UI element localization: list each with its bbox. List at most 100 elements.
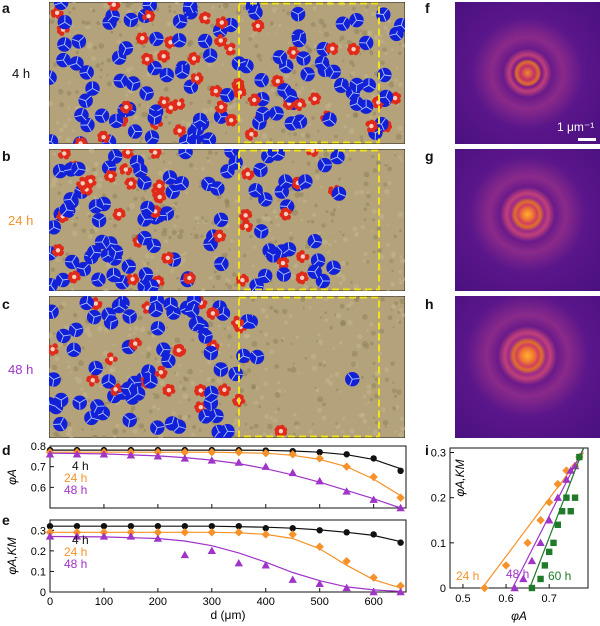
data-point (153, 452, 163, 460)
particles (49, 296, 360, 438)
x-axis-label: d (μm) (211, 608, 246, 622)
blue-particle (79, 65, 94, 80)
red-particle (325, 42, 339, 56)
series-markers (46, 522, 404, 546)
data-point (288, 575, 297, 583)
data-point (261, 561, 270, 569)
red-particle (247, 93, 261, 107)
blue-particle (79, 296, 94, 311)
blue-particle (66, 342, 81, 357)
x-tick-label: 600 (364, 596, 382, 608)
y-tick-label: 0.1 (31, 566, 46, 578)
data-point (343, 529, 350, 536)
fourier-panel-h (455, 296, 600, 438)
y-tick-label: 0.2 (431, 493, 446, 505)
particles (49, 2, 405, 144)
red-particle (157, 49, 171, 63)
series-markers (45, 450, 405, 512)
fit-line (481, 452, 585, 589)
data-point (553, 479, 563, 489)
chart-e: 0 0.1 0.2 0.3 0 100 200 300 400 500 600 φA,KM d (μm)… (5, 519, 407, 622)
y-tick-label: 0.3 (31, 525, 46, 537)
data-point (342, 487, 351, 495)
data-point (72, 450, 82, 458)
fourier-panel-f (455, 2, 600, 144)
red-particle (173, 124, 186, 138)
data-point (208, 522, 216, 530)
fit-line (529, 447, 585, 589)
data-point (289, 525, 296, 532)
red-particle (74, 137, 88, 144)
panel-label-i: i (425, 442, 429, 458)
blue-particle (394, 18, 405, 33)
blue-particle (183, 2, 198, 14)
blue-particle (143, 374, 158, 389)
x-tick-label: 0.7 (542, 593, 557, 605)
blue-particle (326, 64, 341, 79)
blue-particle (72, 395, 87, 410)
chart-i: 0 0.1 0.2 0.3 0.5 0.6 0.7 φA,KM φA 24 h 48 h 60 h (431, 447, 589, 623)
blue-particle (94, 234, 110, 250)
blue-particle (55, 272, 71, 288)
data-point (571, 494, 579, 501)
data-point (100, 522, 108, 530)
x-tick-label: 100 (95, 596, 113, 608)
red-particle (198, 11, 211, 25)
blue-particle (201, 132, 217, 144)
blue-particle (137, 212, 152, 227)
blue-particle (49, 220, 61, 235)
blue-particle (163, 297, 178, 312)
red-particle (51, 243, 64, 257)
red-particle (244, 127, 258, 141)
blue-particle (349, 13, 364, 28)
data-point (544, 497, 554, 507)
data-point (46, 522, 54, 530)
red-particle (194, 383, 207, 397)
panel-label-g: g (425, 148, 434, 164)
blue-particle (159, 67, 174, 83)
y-axis-label: φA,KM (453, 459, 467, 496)
x-tick-label: 200 (149, 596, 167, 608)
red-particle (236, 273, 249, 287)
blue-particle (122, 309, 137, 324)
data-point (288, 468, 297, 477)
blue-particle (277, 83, 292, 98)
data-point (554, 521, 562, 528)
blue-particle (138, 267, 154, 282)
blue-particle (123, 12, 139, 28)
time-label-24h: 24 h (8, 213, 34, 228)
blue-particle (148, 302, 163, 318)
blue-particle (315, 273, 331, 289)
blue-particle (317, 157, 332, 173)
data-point (99, 450, 109, 458)
red-particle (190, 72, 204, 85)
data-point (567, 508, 574, 515)
panel-label-d: d (2, 442, 11, 458)
red-particle (187, 51, 201, 66)
red-particle (182, 271, 196, 285)
blue-particle (377, 67, 392, 83)
data-point (480, 583, 489, 593)
x-tick-label: 0.5 (455, 593, 470, 605)
x-tick-label: 500 (311, 596, 329, 608)
x-tick-label: 300 (203, 596, 221, 608)
legend-entry: 48 h (64, 483, 87, 497)
data-point (181, 522, 189, 530)
blue-particle (150, 420, 165, 435)
plot-frame (449, 447, 589, 589)
panel-label-a: a (2, 0, 10, 16)
x-tick-label: 0.6 (498, 593, 513, 605)
red-particle (126, 273, 140, 286)
blue-particle (76, 261, 91, 277)
blue-particle (253, 162, 268, 178)
blue-particle (144, 130, 160, 144)
red-particle (112, 207, 126, 221)
legend-entry: 24 h (64, 545, 87, 559)
legend-entry: 48 h (64, 557, 87, 571)
blue-particle (126, 76, 141, 91)
data-point (369, 495, 378, 503)
data-point (397, 539, 404, 546)
blue-particle (292, 32, 307, 48)
scale-bar-label: 1 μm⁻¹ (557, 120, 595, 134)
data-point (315, 542, 324, 551)
